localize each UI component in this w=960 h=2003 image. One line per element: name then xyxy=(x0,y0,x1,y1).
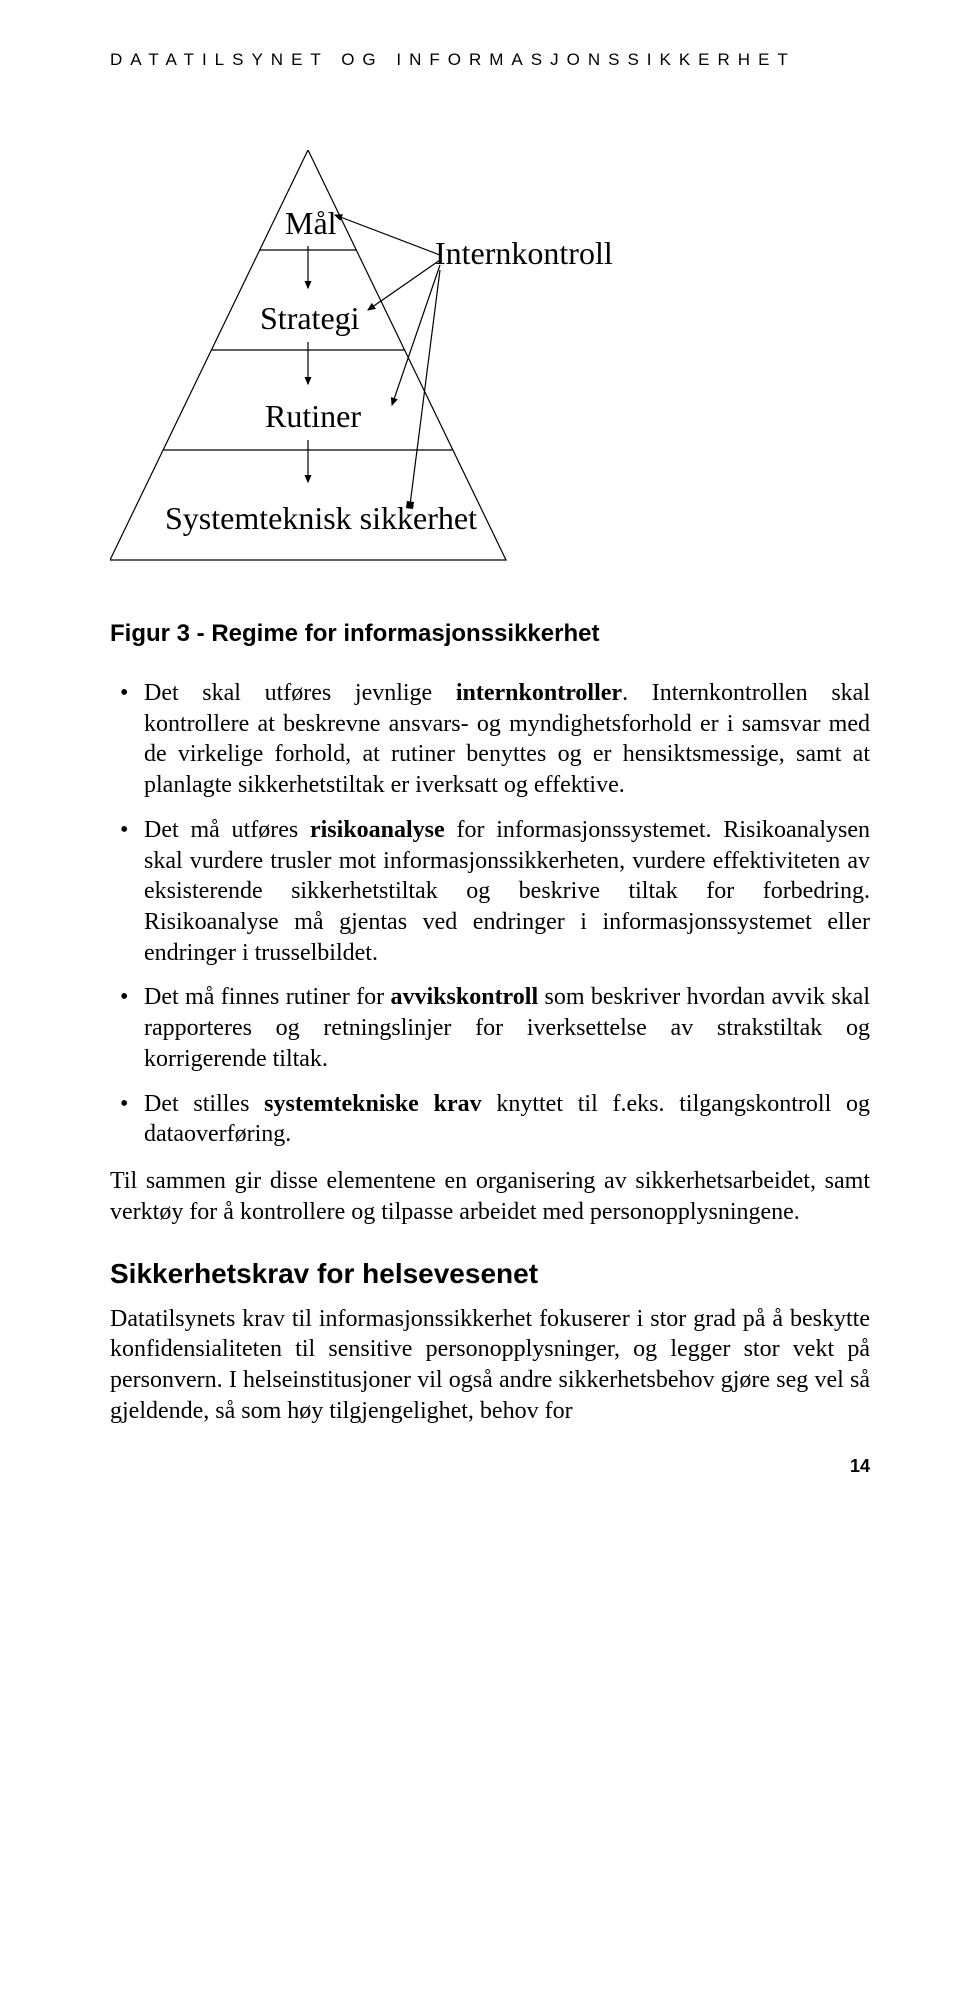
bullet-list: Det skal utføres jevnlige internkontroll… xyxy=(110,678,870,1150)
list-item: Det må finnes rutiner for avvikskontroll… xyxy=(110,982,870,1074)
paragraph-after-list: Til sammen gir disse elementene en organ… xyxy=(110,1166,870,1227)
external-label: Internkontroll xyxy=(435,235,613,272)
list-item: Det stilles systemtekniske krav knyttet … xyxy=(110,1089,870,1150)
tier3-label: Rutiner xyxy=(265,398,361,435)
ext-arrow-3 xyxy=(392,265,440,405)
list-item: Det skal utføres jevnlige internkontroll… xyxy=(110,678,870,801)
tier2-label: Strategi xyxy=(260,300,360,337)
tier4-label: Systemteknisk sikkerhet xyxy=(165,500,477,537)
page-number: 14 xyxy=(110,1456,870,1477)
ext-arrow-4 xyxy=(410,270,440,505)
ext-arrow-2 xyxy=(368,260,440,310)
section-paragraph: Datatilsynets krav til informasjonssikke… xyxy=(110,1304,870,1427)
pyramid-diagram: Mål Strategi Rutiner Systemteknisk sikke… xyxy=(110,150,640,590)
running-header: DATATILSYNET OG INFORMASJONSSIKKERHET xyxy=(110,50,870,70)
section-heading: Sikkerhetskrav for helsevesenet xyxy=(110,1258,870,1290)
ext-arrow-1 xyxy=(335,215,440,255)
list-item: Det må utføres risikoanalyse for informa… xyxy=(110,815,870,969)
tier1-label: Mål xyxy=(285,205,337,242)
figure-caption: Figur 3 - Regime for informasjonssikkerh… xyxy=(110,620,870,648)
